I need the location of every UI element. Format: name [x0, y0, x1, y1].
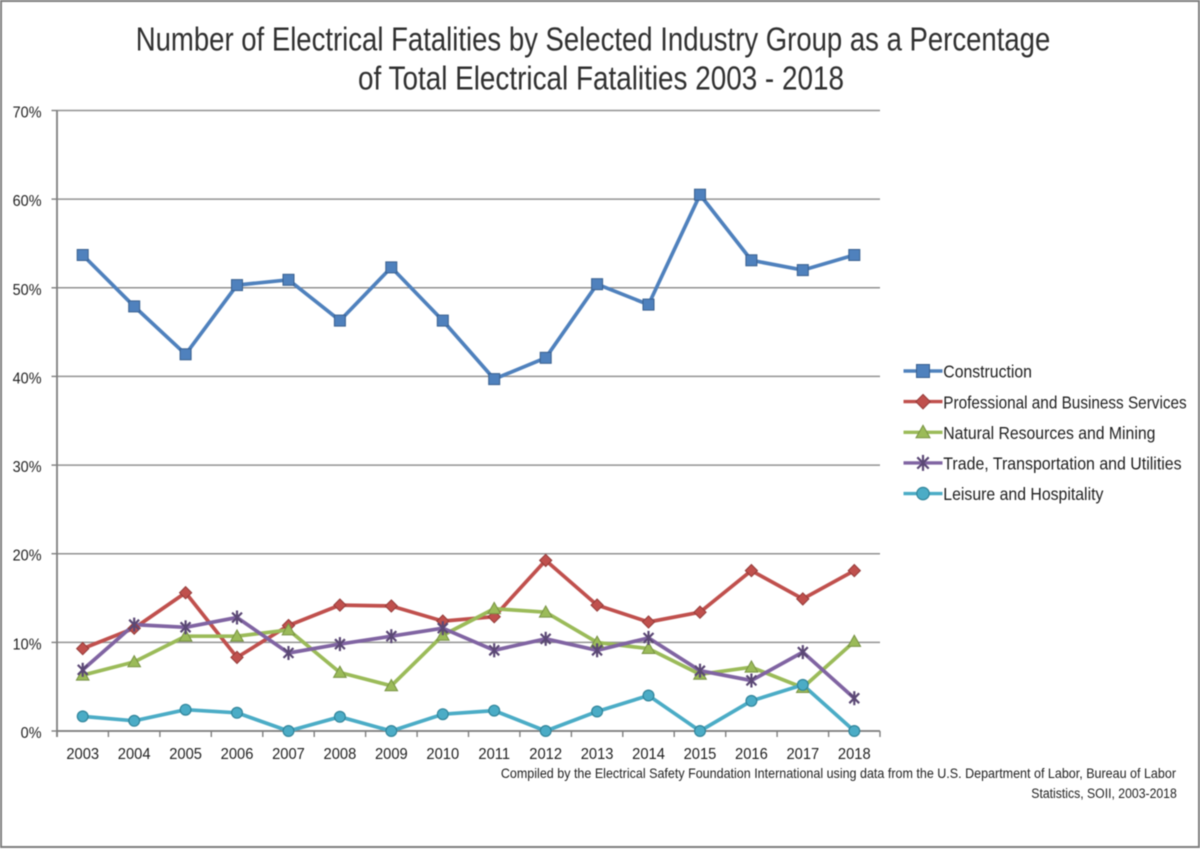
svg-text:2005: 2005	[169, 746, 202, 764]
svg-text:2014: 2014	[632, 746, 665, 764]
svg-text:2004: 2004	[118, 746, 151, 764]
svg-text:Compiled by the Electrical Saf: Compiled by the Electrical Safety Founda…	[501, 766, 1177, 782]
svg-text:30%: 30%	[13, 458, 42, 476]
svg-text:2009: 2009	[375, 746, 408, 764]
svg-text:0%: 0%	[21, 724, 42, 742]
svg-text:2016: 2016	[735, 746, 768, 764]
svg-text:2008: 2008	[324, 746, 357, 764]
svg-text:2006: 2006	[221, 746, 254, 764]
svg-text:2013: 2013	[581, 746, 614, 764]
svg-text:2003: 2003	[66, 746, 99, 764]
svg-text:2018: 2018	[838, 746, 871, 764]
svg-text:Statistics, SOII, 2003-2018: Statistics, SOII, 2003-2018	[1031, 785, 1177, 801]
svg-text:10%: 10%	[13, 636, 42, 654]
svg-text:2012: 2012	[529, 746, 562, 764]
svg-text:2011: 2011	[478, 746, 510, 764]
svg-text:of Total Electrical Fatalities: of Total Electrical Fatalities 2003 - 20…	[358, 60, 844, 97]
svg-text:Construction: Construction	[943, 362, 1032, 382]
svg-text:Professional and Business Serv: Professional and Business Services	[943, 392, 1186, 412]
svg-text:2017: 2017	[786, 746, 819, 764]
svg-text:70%: 70%	[13, 104, 42, 122]
svg-text:Number of Electrical Fatalitie: Number of Electrical Fatalities by Selec…	[136, 21, 1051, 58]
svg-text:Trade, Transportation and Util: Trade, Transportation and Utilities	[943, 454, 1181, 474]
svg-text:2010: 2010	[426, 746, 459, 764]
svg-text:Natural Resources and Mining: Natural Resources and Mining	[943, 423, 1155, 443]
svg-text:20%: 20%	[13, 547, 42, 565]
svg-text:40%: 40%	[13, 370, 42, 388]
svg-text:Leisure and Hospitality: Leisure and Hospitality	[943, 484, 1104, 504]
svg-text:2015: 2015	[684, 746, 717, 764]
svg-text:60%: 60%	[13, 192, 42, 210]
svg-text:2007: 2007	[272, 746, 305, 764]
svg-text:50%: 50%	[13, 281, 42, 299]
